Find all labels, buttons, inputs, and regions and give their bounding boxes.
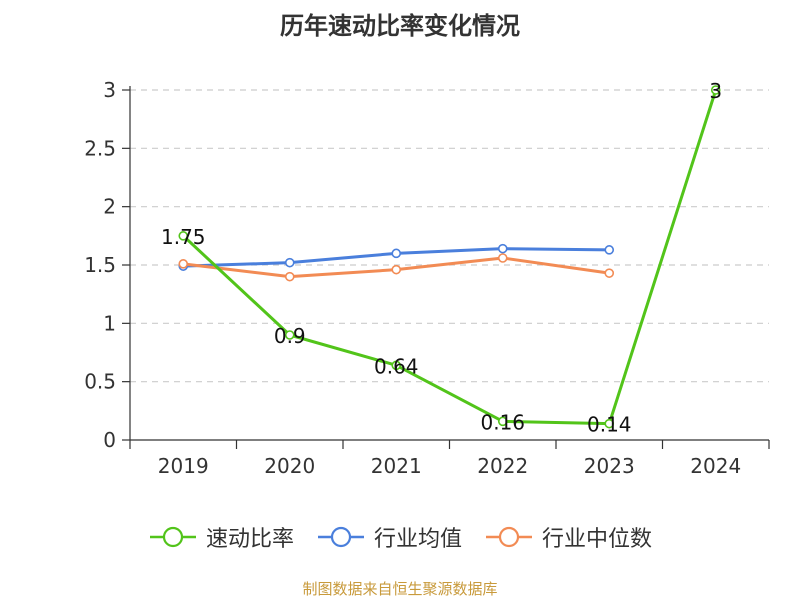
data-point <box>710 85 721 95</box>
x-tick-label: 2021 <box>371 454 422 478</box>
data-label: 0.16 <box>480 410 525 434</box>
data-point <box>604 245 615 255</box>
data-point <box>284 271 295 282</box>
x-tick-label: 2020 <box>264 454 315 478</box>
data-point <box>391 248 402 259</box>
series-line-1 <box>182 89 718 426</box>
legend-label: 行业均值 <box>373 527 462 552</box>
data-label: 0.64 <box>374 354 419 378</box>
data-label: 0.14 <box>587 413 632 437</box>
data-point <box>604 418 615 429</box>
y-tick-label: 0.5 <box>84 370 116 394</box>
data-point <box>178 231 189 241</box>
y-tick-label: 1 <box>103 311 116 335</box>
legend-item[interactable]: 行业均值 <box>316 521 462 553</box>
y-tick-label: 0 <box>103 428 116 452</box>
legend-item[interactable]: 行业中位数 <box>484 521 652 553</box>
x-tick-label: 2023 <box>584 454 635 478</box>
y-tick-label: 2 <box>103 195 116 219</box>
data-label: 3 <box>709 79 722 103</box>
legend-marker-icon <box>149 526 196 548</box>
data-point <box>284 257 295 268</box>
data-label: 0.9 <box>274 324 306 348</box>
data-source-note: 制图数据来自恒生聚源数据库 <box>302 580 498 598</box>
data-point <box>178 259 189 269</box>
y-tick-label: 3 <box>103 78 116 102</box>
x-tick-label: 2024 <box>690 454 741 478</box>
data-point <box>284 330 295 340</box>
data-label: 1.75 <box>161 225 206 249</box>
x-tick-label: 2022 <box>477 454 528 478</box>
data-point <box>391 360 402 371</box>
legend-marker-icon <box>486 526 532 548</box>
data-point <box>391 264 402 275</box>
data-point <box>497 416 508 427</box>
legend-label: 行业中位数 <box>542 527 653 552</box>
chart-legend: 速动比率 行业均值 行业中位数 <box>0 520 800 554</box>
data-point <box>497 243 508 254</box>
legend-marker-icon <box>317 526 364 548</box>
chart-title: 历年速动比率变化情况 <box>280 12 520 40</box>
y-tick-label: 2.5 <box>84 136 116 160</box>
legend-item[interactable]: 速动比率 <box>148 521 294 553</box>
legend-label: 速动比率 <box>205 527 294 552</box>
data-point <box>604 268 615 278</box>
x-tick-label: 2019 <box>158 454 209 478</box>
data-point <box>497 253 508 263</box>
y-tick-label: 1.5 <box>84 253 116 277</box>
